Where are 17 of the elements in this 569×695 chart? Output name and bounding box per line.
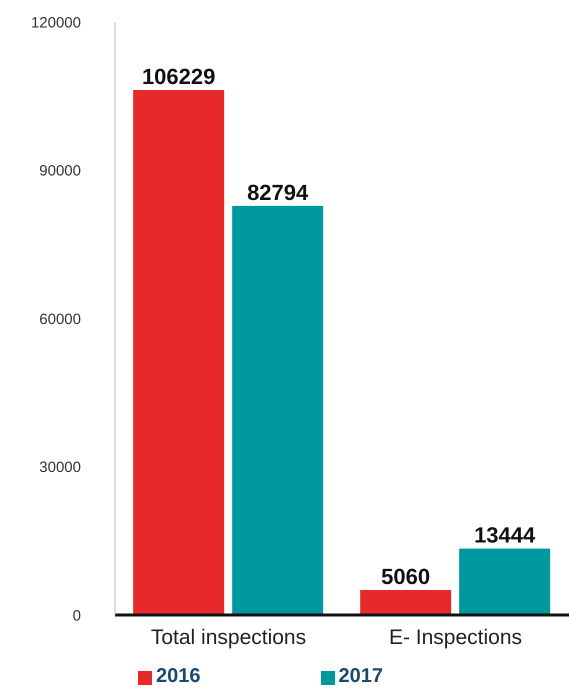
legend-label: 2017: [338, 665, 383, 687]
data-label: 5060: [381, 564, 430, 589]
y-tick-label: 90000: [39, 162, 81, 180]
data-label: 82794: [247, 180, 310, 205]
legend-label: 2016: [156, 665, 200, 687]
data-label: 13444: [474, 522, 536, 548]
y-tick-label: 30000: [39, 459, 81, 476]
x-tick-label: E- Inspections: [388, 626, 522, 649]
bar: [232, 206, 324, 615]
bar: [459, 548, 550, 615]
y-tick-label: 60000: [39, 310, 81, 328]
x-tick-label: Total inspections: [150, 626, 306, 649]
bar: [133, 90, 224, 615]
y-tick-label: 120000: [30, 14, 81, 32]
data-label: 106229: [142, 64, 216, 90]
bar: [360, 590, 452, 615]
y-tick-label: 0: [72, 607, 81, 624]
